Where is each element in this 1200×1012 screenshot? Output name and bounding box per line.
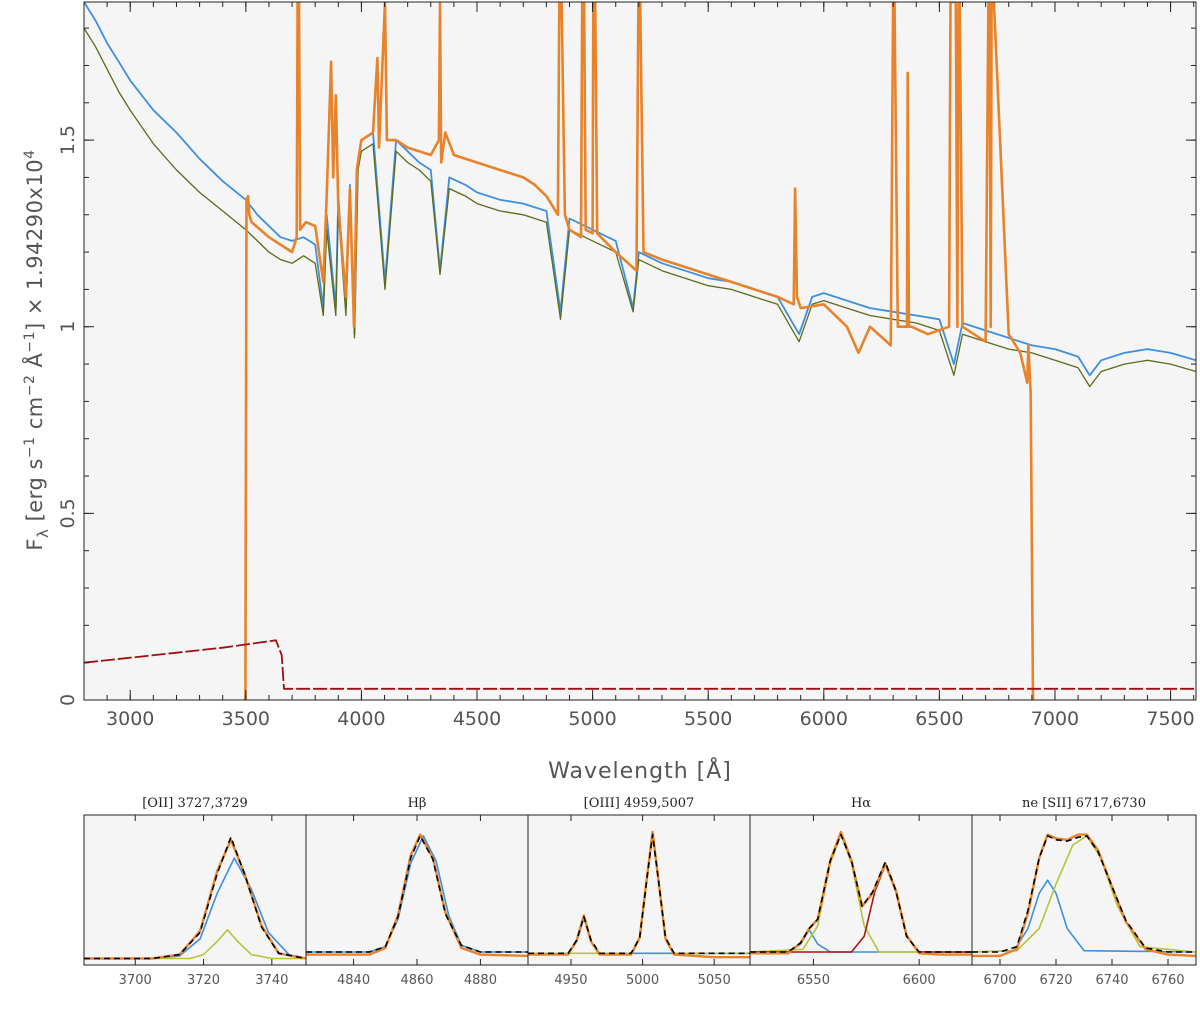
plot-background — [972, 815, 1196, 965]
y-tick-label: 0 — [57, 694, 79, 706]
series-line-0 — [84, 2, 1196, 377]
panel-frame — [83, 1, 1197, 701]
ylabel-scale-exponent: 4 — [22, 149, 38, 158]
series-group — [84, 836, 306, 960]
series-line-1 — [84, 928, 306, 960]
series-line-3 — [972, 835, 1196, 953]
series-group — [750, 830, 972, 956]
x-tick-label: 6550 — [797, 973, 830, 988]
x-tick-label: 4000 — [337, 708, 385, 730]
ylabel-bracket-open: [erg s — [23, 458, 47, 529]
x-tick-label: 3700 — [119, 973, 152, 988]
x-tick-label: 6500 — [915, 708, 963, 730]
series-line-1 — [306, 833, 528, 958]
main-y-axis-label: Fλ [erg s−1 cm−2 Å−1] × 1.94290x104 — [21, 149, 52, 550]
series-line-2 — [306, 835, 528, 953]
series-line-3 — [528, 833, 750, 955]
x-tick-label: 5500 — [684, 708, 732, 730]
plot-background — [528, 815, 750, 965]
x-tick-label: 4950 — [554, 973, 587, 988]
panel-2: 4840 4860 4880 Hβ — [305, 796, 529, 988]
ylabel-cm-exponent: −2 — [22, 375, 38, 397]
y-tick-label: 1 — [57, 321, 79, 333]
panel-frame — [971, 814, 1197, 966]
x-tick-label: 4840 — [337, 973, 370, 988]
x-tick-label: 6700 — [983, 973, 1016, 988]
y-tick-label: 1.5 — [57, 125, 79, 155]
x-tick-label: 5000 — [568, 708, 616, 730]
x-tick-label: 6740 — [1095, 973, 1128, 988]
panel-5: 6700 6720 6740 6760 ne [SII] 6717,6730 — [971, 796, 1197, 988]
series-group — [84, 2, 1196, 700]
panel-3: 4950 5000 5050 [OIII] 4959,5007 — [527, 796, 751, 988]
y-tick-label: 0.5 — [57, 498, 79, 528]
x-tick-label: 5000 — [626, 973, 659, 988]
main-spectrum-panel: 3000 3500 4000 4500 5000 5500 6000 6500 7000 7500… — [57, 1, 1197, 730]
series-line-3 — [84, 639, 1196, 690]
panel-title: [OIII] 4959,5007 — [584, 796, 695, 811]
x-tick-label: 3500 — [222, 708, 270, 730]
ylabel-f: F — [23, 538, 47, 551]
x-tick-label: 6720 — [1039, 973, 1072, 988]
x-tick-label: 3000 — [106, 708, 154, 730]
x-tick-label: 7500 — [1146, 708, 1194, 730]
panel-title: Hα — [851, 796, 871, 811]
x-tick-label: 6600 — [903, 973, 936, 988]
x-tick-label: 4880 — [464, 973, 497, 988]
ylabel-cm: cm — [23, 396, 47, 436]
x-tick-label: 6000 — [800, 708, 848, 730]
ylabel-scale: ] × 1.94290x10 — [23, 159, 47, 331]
panel-4: 6550 6600 Hα — [749, 796, 973, 988]
x-tick-label: 4500 — [453, 708, 501, 730]
emission-line-panels: 3700 3720 3740 [OII] 3727,3729 4840 4860 4880 H… — [83, 796, 1197, 988]
panel-1: 3700 3720 3740 [OII] 3727,3729 — [83, 796, 307, 988]
main-x-axis-label: Wavelength [Å] — [548, 757, 732, 784]
plot-background — [84, 2, 1196, 700]
x-tick-label: 5050 — [698, 973, 731, 988]
ylabel-s-exponent: −1 — [22, 436, 38, 458]
series-group — [528, 830, 750, 959]
ylabel-angstrom: Å — [21, 352, 47, 374]
series-line-1 — [84, 27, 1196, 388]
panel-title: ne [SII] 6717,6730 — [1022, 796, 1146, 811]
plot-background — [750, 815, 972, 965]
panel-title: Hβ — [408, 796, 427, 811]
ylabel-angstrom-exponent: −1 — [22, 331, 38, 353]
series-group — [306, 833, 528, 958]
x-tick-label: 3740 — [255, 973, 288, 988]
panel-0: 3000 3500 4000 4500 5000 5500 6000 6500 7000 7500… — [57, 1, 1197, 730]
x-tick-label: 3720 — [187, 973, 220, 988]
x-tick-label: 6760 — [1151, 973, 1184, 988]
series-line-2 — [243, 2, 1035, 700]
series-group — [972, 833, 1196, 958]
panel-title: [OII] 3727,3729 — [142, 796, 248, 811]
plot-background — [306, 815, 528, 965]
x-tick-label: 4860 — [400, 973, 433, 988]
x-tick-label: 7000 — [1031, 708, 1079, 730]
series-line-3 — [84, 836, 306, 960]
ylabel-lambda-subscript: λ — [34, 529, 52, 538]
